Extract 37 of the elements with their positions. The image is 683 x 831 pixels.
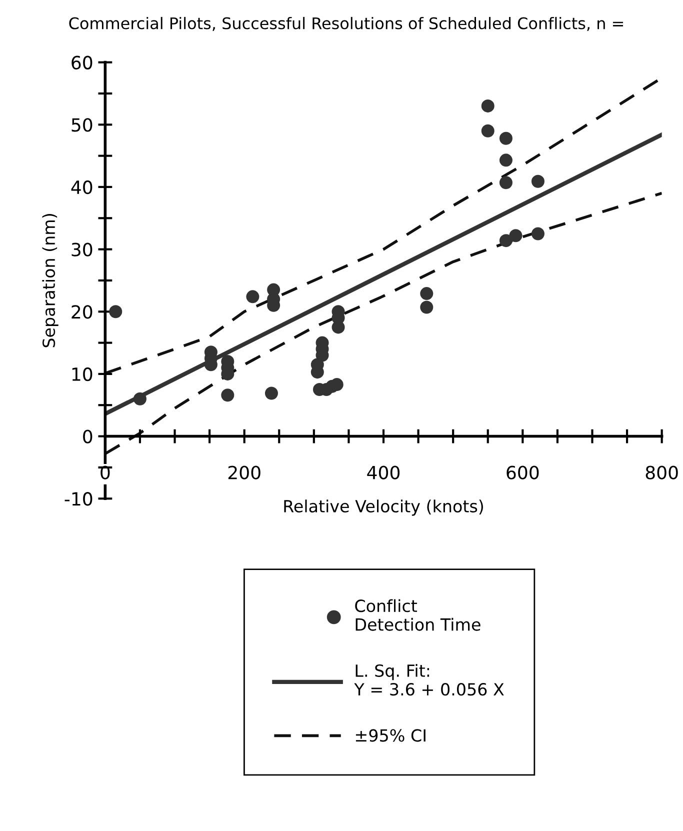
point	[499, 234, 512, 248]
point	[133, 392, 146, 406]
point	[481, 124, 494, 138]
line-series	[105, 192, 662, 456]
point	[221, 388, 234, 402]
y-tick-label: 30	[72, 242, 92, 256]
legend-label: Conflict Detection Time	[355, 599, 480, 631]
point	[499, 176, 512, 190]
point	[499, 132, 512, 145]
chart-title: Commercial Pilots, Successful Resolutions of Scheduled Conflicts, n =	[69, 16, 624, 31]
x-tick-label: 800	[646, 466, 678, 480]
point	[420, 287, 434, 300]
y-axis-title: Separation (nm)	[42, 214, 58, 348]
point	[481, 99, 494, 112]
y-tick-label: 0	[83, 430, 92, 444]
y-tick-label: 50	[72, 118, 92, 132]
point	[332, 320, 345, 334]
point	[420, 300, 434, 314]
point	[330, 378, 344, 392]
legend-label: ±95% CI	[356, 729, 426, 742]
x-axis-title: Relative Velocity (knots)	[284, 500, 483, 516]
point	[109, 305, 122, 318]
point	[531, 174, 544, 188]
y-tick-label: -10	[64, 492, 92, 506]
x-tick-label: 400	[367, 466, 400, 480]
x-tick-label: 600	[506, 466, 539, 480]
y-tick-label: 10	[72, 367, 92, 382]
point	[246, 290, 260, 304]
y-tick-label: 20	[72, 305, 92, 319]
point	[264, 386, 278, 400]
legend-label: L. Sq. Fit: Y = 3.6 + 0.056 X	[354, 664, 504, 696]
point	[509, 229, 522, 242]
x-tick-label: 200	[228, 466, 260, 480]
y-tick-label: 40	[71, 180, 92, 194]
point	[531, 227, 544, 240]
y-tick-label: 60	[72, 56, 92, 70]
point	[499, 154, 512, 167]
